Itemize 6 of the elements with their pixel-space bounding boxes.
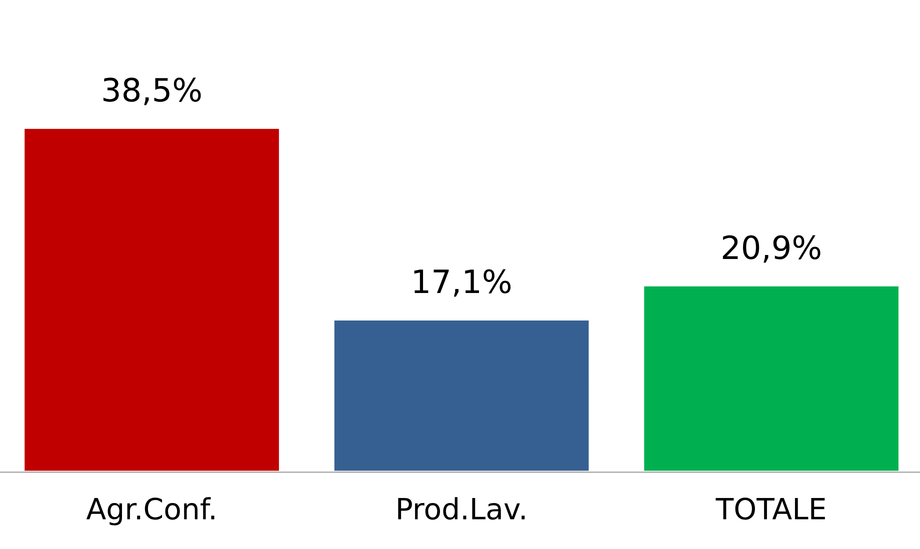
data-label: 20,9% [722, 235, 820, 263]
data-label: 38,5% [103, 78, 201, 106]
x-tick-label: Agr.Conf. [86, 497, 214, 526]
x-tick-label: Prod.Lav. [398, 497, 525, 520]
x-tick-label: TOTALE [716, 498, 825, 520]
data-label: 17,1% [414, 269, 511, 297]
